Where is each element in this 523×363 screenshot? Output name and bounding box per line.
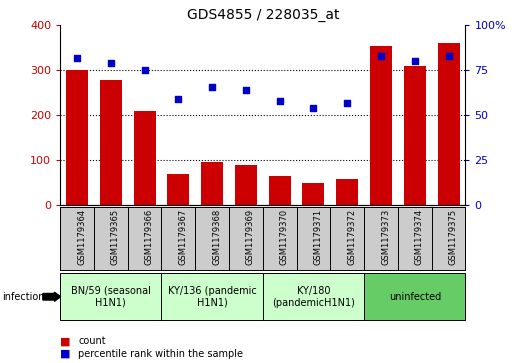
Text: GSM1179371: GSM1179371 [313, 209, 323, 265]
Text: GSM1179374: GSM1179374 [415, 209, 424, 265]
FancyBboxPatch shape [162, 273, 263, 320]
FancyBboxPatch shape [263, 273, 364, 320]
Point [208, 83, 217, 89]
FancyBboxPatch shape [364, 273, 465, 320]
Point [411, 58, 419, 64]
Bar [133, 111, 155, 205]
Text: GSM1179367: GSM1179367 [178, 209, 187, 265]
Bar [66, 70, 88, 205]
Text: GSM1179369: GSM1179369 [246, 209, 255, 265]
Bar [336, 179, 358, 205]
Text: GSM1179372: GSM1179372 [347, 209, 356, 265]
Point [174, 96, 183, 102]
Text: GSM1179368: GSM1179368 [212, 209, 221, 265]
Text: GSM1179365: GSM1179365 [111, 209, 120, 265]
Text: uninfected: uninfected [389, 292, 441, 302]
Text: GSM1179375: GSM1179375 [449, 209, 458, 265]
Bar [201, 162, 223, 205]
FancyBboxPatch shape [60, 273, 162, 320]
Text: GSM1179370: GSM1179370 [280, 209, 289, 265]
Point [107, 60, 115, 66]
Bar [235, 165, 257, 205]
Point [343, 100, 351, 106]
Text: KY/180
(pandemicH1N1): KY/180 (pandemicH1N1) [272, 286, 355, 307]
Text: ■: ■ [60, 336, 71, 346]
Point [73, 55, 81, 61]
Text: infection: infection [3, 292, 45, 302]
Bar [269, 176, 291, 205]
Bar [302, 183, 324, 205]
Point [140, 68, 149, 73]
Point [377, 53, 385, 59]
Point [445, 53, 453, 59]
Point [242, 87, 250, 93]
Bar [167, 174, 189, 205]
Point [276, 98, 284, 104]
Bar [404, 66, 426, 205]
Point [309, 105, 317, 111]
Bar [100, 80, 122, 205]
Title: GDS4855 / 228035_at: GDS4855 / 228035_at [187, 8, 339, 22]
Bar [438, 44, 460, 205]
Text: GSM1179364: GSM1179364 [77, 209, 86, 265]
Text: GSM1179373: GSM1179373 [381, 209, 390, 265]
Text: count: count [78, 336, 106, 346]
Text: KY/136 (pandemic
H1N1): KY/136 (pandemic H1N1) [168, 286, 256, 307]
Bar [370, 46, 392, 205]
Text: ■: ■ [60, 349, 71, 359]
Text: GSM1179366: GSM1179366 [144, 209, 154, 265]
Text: BN/59 (seasonal
H1N1): BN/59 (seasonal H1N1) [71, 286, 151, 307]
Text: percentile rank within the sample: percentile rank within the sample [78, 349, 243, 359]
